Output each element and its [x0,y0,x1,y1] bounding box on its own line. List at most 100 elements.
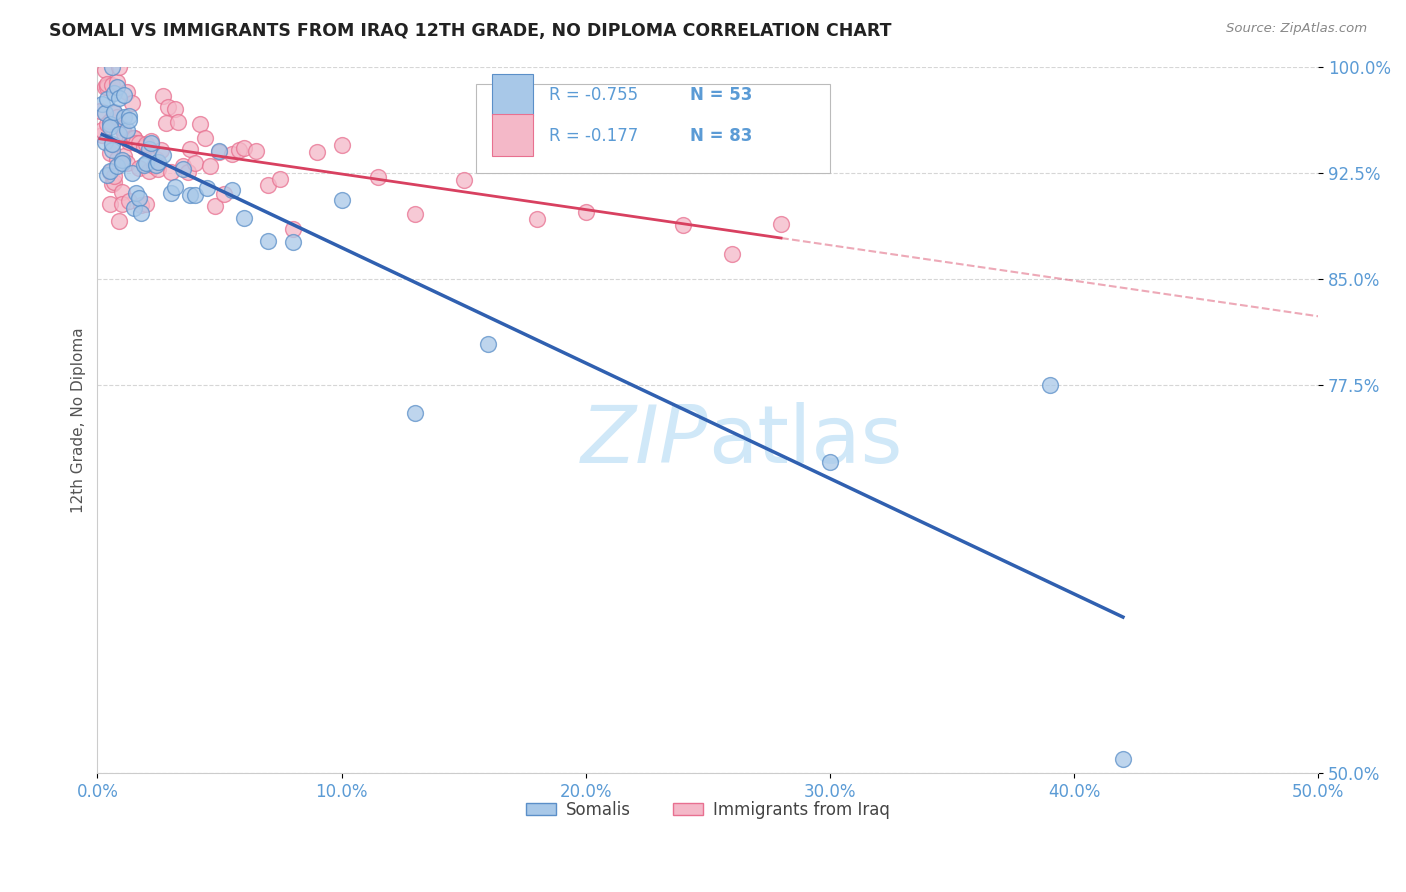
Point [111,121,134,136]
Point [105,75,128,89]
Point [214,187,236,202]
Text: N = 83: N = 83 [689,127,752,145]
Text: atlas: atlas [707,402,903,480]
Point [132,140,155,154]
Point [526,212,548,227]
Point [128,136,150,150]
Point [101,144,124,158]
Point [98,164,121,178]
Point [96,92,118,106]
FancyBboxPatch shape [492,114,533,156]
Point [112,149,135,163]
Point [122,131,145,145]
Point [98,120,121,135]
Point [105,110,128,124]
Point [184,156,207,170]
Point [96,79,118,94]
Point [122,201,145,215]
Point [101,177,124,191]
Point [121,166,143,180]
Point [198,159,221,173]
Point [148,161,170,176]
Point [101,136,124,151]
Point [98,165,121,179]
Point [159,165,181,179]
Point [93,63,115,78]
Point [118,109,141,123]
Point [105,159,128,173]
Point [208,145,231,159]
Point [818,455,841,469]
Point [307,145,329,160]
Point [453,172,475,186]
Point [108,127,131,141]
Point [257,178,280,192]
Point [195,181,218,195]
Text: R = -0.755: R = -0.755 [550,86,638,104]
Point [477,337,499,351]
Point [1039,377,1062,392]
Point [330,138,353,153]
Point [96,77,118,91]
Point [221,146,243,161]
Point [165,180,187,194]
Point [91,128,114,143]
Point [122,130,145,145]
Point [128,161,150,175]
Point [172,160,194,174]
Point [228,143,250,157]
Point [111,153,134,167]
Point [135,156,157,170]
Point [89,103,111,118]
Point [145,158,167,172]
Point [115,156,138,170]
Point [152,148,174,162]
Point [575,205,598,219]
Point [103,169,125,184]
Point [179,142,201,156]
Point [672,218,695,232]
Point [623,153,645,168]
Point [179,188,201,202]
Point [221,183,243,197]
Point [112,126,135,140]
Text: ZIP: ZIP [581,402,707,480]
Point [257,235,280,249]
Point [111,156,134,170]
Point [118,135,141,149]
Point [105,152,128,166]
Point [135,197,157,211]
Point [138,143,160,157]
Point [91,123,114,137]
Point [128,191,150,205]
Point [204,199,226,213]
Point [98,117,121,131]
Point [108,91,131,105]
Point [367,170,389,185]
Point [145,152,167,166]
Point [167,115,190,129]
Point [103,86,125,100]
Point [172,161,194,176]
Point [176,165,198,179]
Text: Source: ZipAtlas.com: Source: ZipAtlas.com [1226,22,1367,36]
Point [111,186,134,200]
Point [125,136,148,151]
Point [155,115,177,129]
Point [98,114,121,128]
Point [98,197,121,211]
Point [165,102,187,116]
Point [184,188,207,202]
Point [111,196,134,211]
Point [103,105,125,120]
Point [281,222,304,236]
Text: N = 53: N = 53 [689,86,752,104]
Point [115,123,138,137]
Point [121,96,143,111]
Point [208,144,231,158]
Point [404,406,426,420]
Point [131,198,153,212]
Point [103,175,125,189]
Point [108,61,131,75]
Point [91,97,114,112]
